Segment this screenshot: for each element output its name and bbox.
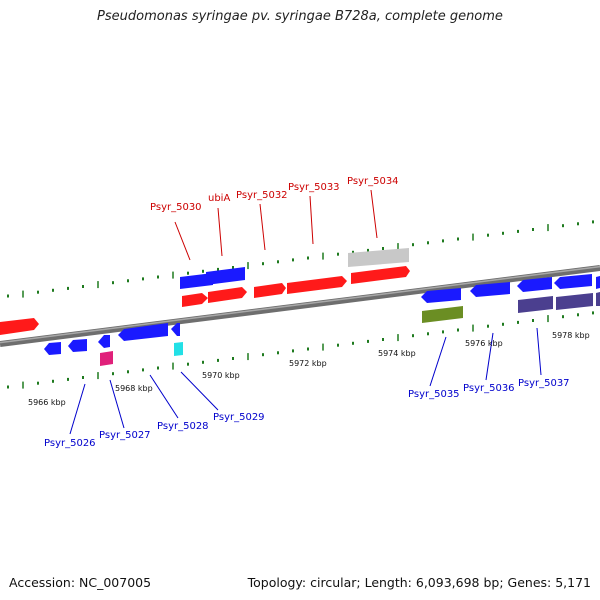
cds-feature-forward[interactable] [0,318,39,335]
cds-feature-reverse[interactable] [470,282,510,297]
cds-feature-reverse[interactable] [44,342,61,355]
leader-psyr-5028 [149,374,179,419]
tick-marks [7,220,594,389]
genome-backbone-highlight [0,265,600,344]
scale-labels: 5966 kbp 5968 kbp 5970 kbp 5972 kbp 5974… [28,331,590,407]
cds-feature-reverse[interactable] [171,323,180,336]
leader-ubia [217,207,223,257]
gene-labels: Psyr_5030 ubiA Psyr_5032 Psyr_5033 Psyr_… [44,176,570,449]
cds-feature-reverse[interactable] [180,273,213,289]
genome-backbone [0,265,600,347]
olive-feature[interactable] [422,306,463,323]
gene-label[interactable]: Psyr_5028 [157,421,209,432]
leader-psyr-5032 [259,203,266,251]
cds-feature-reverse[interactable] [421,288,461,303]
leader-psyr-5030 [174,221,191,261]
gene-label[interactable]: Psyr_5026 [44,438,96,449]
leader-psyr-5037 [536,327,542,376]
cds-feature-forward[interactable] [208,287,247,303]
gene-label[interactable]: Psyr_5034 [347,176,399,187]
tick-label: 5968 kbp [115,384,153,393]
forward-strand-features [0,248,410,335]
gene-label[interactable]: Psyr_5027 [99,430,151,441]
cds-feature-forward[interactable] [182,293,208,307]
leader-psyr-5035 [429,336,447,387]
magenta-feature[interactable] [100,351,113,366]
cds-feature-forward[interactable] [254,283,286,298]
gene-label[interactable]: Psyr_5037 [518,378,570,389]
cds-feature-forward[interactable] [351,266,410,284]
leader-psyr-5027 [109,379,125,429]
tick-label: 5976 kbp [465,339,503,348]
cds-feature-forward[interactable] [287,276,347,294]
reverse-strand-features [44,274,600,366]
accession-text: Accession: NC_007005 [9,575,152,590]
slate-feature[interactable] [596,292,600,306]
gene-label[interactable]: Psyr_5036 [463,383,515,394]
leader-psyr-5036 [485,332,494,381]
leader-psyr-5026 [69,383,86,435]
gene-label[interactable]: Psyr_5030 [150,202,202,213]
leader-psyr-5029 [180,371,219,411]
label-leaders [69,189,542,435]
leader-psyr-5034 [370,189,378,239]
cds-feature-reverse[interactable] [554,274,592,289]
cds-feature-reverse[interactable] [118,323,168,341]
cds-feature-reverse[interactable] [517,277,552,292]
cds-feature-reverse[interactable] [98,335,110,348]
cyan-feature[interactable] [174,342,183,356]
leader-psyr-5033 [309,195,314,245]
gene-label[interactable]: Psyr_5033 [288,182,340,193]
cds-feature-reverse[interactable] [596,276,600,289]
gene-label[interactable]: Psyr_5029 [213,412,265,423]
tick-label: 5978 kbp [552,331,590,340]
map-title: Pseudomonas syringae pv. syringae B728a,… [97,9,503,24]
slate-feature[interactable] [518,296,553,313]
gene-label[interactable]: ubiA [208,193,230,204]
cds-feature-reverse[interactable] [68,339,87,352]
tick-label: 5966 kbp [28,398,66,407]
gene-label[interactable]: Psyr_5032 [236,190,288,201]
tick-label: 5972 kbp [289,359,327,368]
tick-label: 5974 kbp [378,349,416,358]
tick-label: 5970 kbp [202,371,240,380]
cds-feature-reverse[interactable] [206,267,245,285]
genome-summary-text: Topology: circular; Length: 6,093,698 bp… [247,575,591,590]
gene-label[interactable]: Psyr_5035 [408,389,460,400]
gray-feature[interactable] [348,248,409,267]
slate-feature[interactable] [556,293,593,310]
